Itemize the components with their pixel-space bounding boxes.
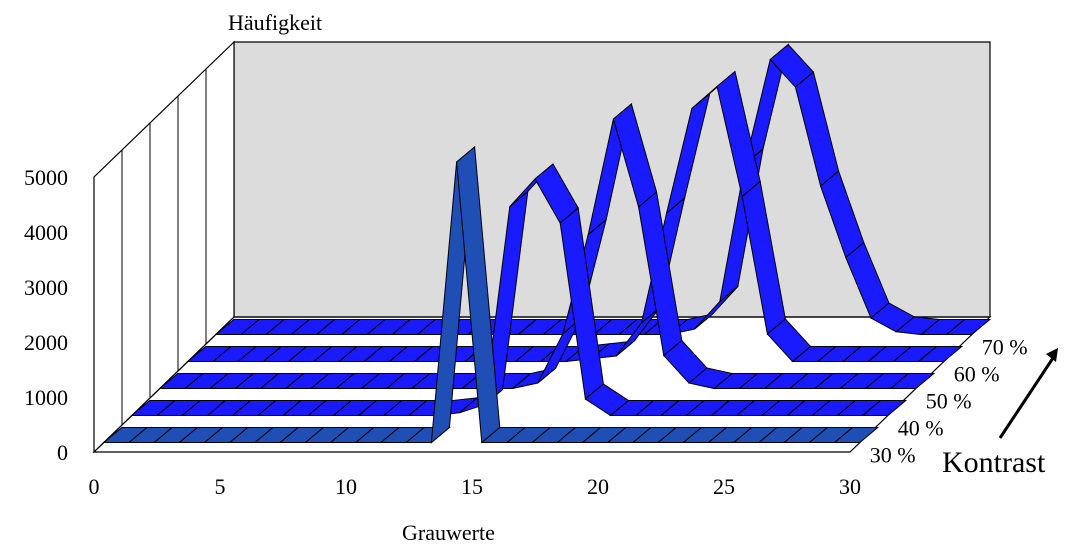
ribbon-segment	[945, 319, 992, 336]
z-tick-label: 70 %	[982, 335, 1028, 360]
x-tick-label: 30	[839, 474, 861, 499]
x-axis-title: Grauwerte	[402, 520, 495, 545]
ribbon-segment	[889, 373, 936, 390]
chart-gridlines	[121, 69, 207, 425]
chart-ticks: 0 1000 2000 3000 4000 5000 0 5 10 15 20 25 30 30 %40 …	[24, 165, 1028, 499]
x-tick-label: 25	[713, 474, 735, 499]
z-tick-label: 40 %	[898, 416, 944, 441]
y-tick-label: 3000	[24, 275, 68, 300]
kontrast-arrow-icon	[998, 348, 1058, 439]
y-axis-title: Häufigkeit	[228, 10, 322, 35]
chart-ribbons	[102, 43, 992, 444]
y-tick-label: 1000	[24, 385, 68, 410]
ribbon-series-4	[214, 43, 992, 336]
z-tick-label: 30 %	[870, 443, 916, 468]
y-tick-label: 5000	[24, 165, 68, 190]
ribbon-series-3	[186, 70, 964, 363]
y-tick-label: 4000	[24, 220, 68, 245]
ribbon-segment	[917, 346, 964, 363]
ribbon-segment	[833, 427, 880, 444]
x-tick-label: 20	[587, 474, 609, 499]
z-tick-label: 50 %	[926, 389, 972, 414]
y-tick-label: 0	[57, 440, 68, 465]
side-wall	[93, 40, 235, 454]
x-tick-label: 0	[89, 474, 100, 499]
z-tick-label: 60 %	[954, 362, 1000, 387]
ribbon-segment	[861, 400, 908, 417]
x-tick-label: 15	[461, 474, 483, 499]
y-tick-label: 2000	[24, 330, 68, 355]
x-tick-label: 10	[335, 474, 357, 499]
ribbon-series-0	[102, 145, 880, 444]
x-tick-label: 5	[215, 474, 226, 499]
z-axis-title: Kontrast	[942, 446, 1046, 479]
